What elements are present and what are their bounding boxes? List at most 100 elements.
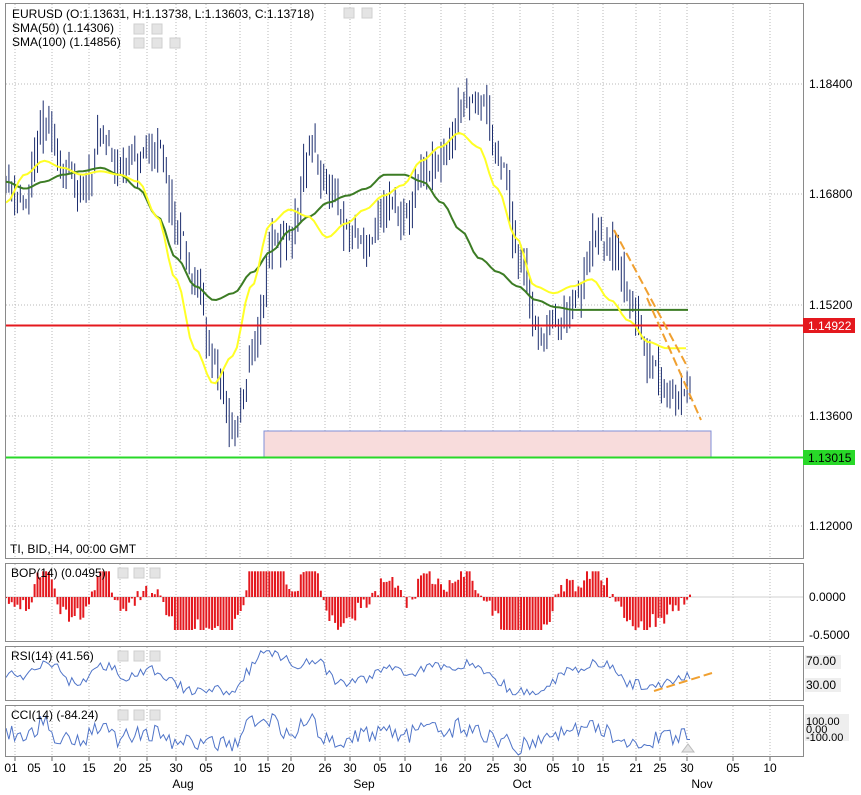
bop-bar: [480, 595, 483, 597]
bop-bar: [288, 589, 291, 597]
bop-bar: [79, 597, 82, 620]
bop-bar: [611, 594, 614, 597]
eurusd-settings-icon[interactable]: [343, 7, 355, 19]
bop-bar: [85, 597, 88, 607]
bop-bar: [182, 597, 185, 630]
sma50-close-icon[interactable]: [151, 23, 163, 35]
rsi-close-icon[interactable]: [149, 650, 161, 662]
bop-bar: [391, 577, 394, 597]
bop-bar: [139, 597, 142, 601]
bop-bar: [245, 590, 248, 597]
bop-bar: [597, 571, 600, 597]
bop-bar: [568, 580, 571, 597]
bop-visible-icon[interactable]: [117, 567, 129, 579]
bop-bar: [228, 597, 231, 630]
eurusd-close-icon[interactable]: [361, 7, 373, 19]
bop-bar: [591, 571, 594, 597]
bop-bar: [394, 587, 397, 597]
bop-bar: [285, 584, 288, 597]
bop-bar: [686, 597, 689, 600]
bop-bar: [142, 591, 145, 597]
sma100-settings-icon[interactable]: [151, 37, 163, 49]
bop-bar: [663, 597, 666, 624]
bop-bar: [25, 597, 27, 611]
bop-bar: [22, 597, 25, 601]
bop-bar: [517, 597, 520, 630]
bop-bar: [669, 597, 671, 605]
indicator-controls[interactable]: [133, 7, 373, 49]
sma50-settings-icon[interactable]: [133, 23, 145, 35]
bop-bar: [162, 597, 165, 602]
bop-bar: [534, 597, 537, 630]
bop-close-icon[interactable]: [149, 567, 161, 579]
bop-bar: [262, 571, 265, 597]
bop-bar: [39, 577, 42, 597]
bop-bar: [674, 597, 677, 606]
cci-tick: 0.00: [806, 724, 827, 736]
bop-bar: [606, 577, 608, 597]
bop-bar: [153, 594, 156, 597]
bop-bar: [511, 597, 514, 630]
cci-settings-icon[interactable]: [133, 709, 145, 721]
bop-bar: [482, 597, 485, 601]
month-label: Oct: [513, 777, 532, 791]
bop-bar: [125, 597, 128, 612]
bop-bar: [648, 597, 651, 628]
price-tick: 1.12000: [809, 519, 853, 533]
main-header-line-2: SMA(50) (1.14306): [12, 21, 114, 35]
cci-tick-box: [805, 714, 849, 741]
bop-bar: [50, 579, 53, 597]
bop-bar: [53, 588, 56, 597]
bop-bar: [222, 597, 225, 630]
bop-bar: [113, 597, 116, 600]
bop-bar: [448, 580, 451, 597]
bop-controls[interactable]: [117, 567, 161, 579]
bop-bar: [462, 576, 465, 597]
bop-bar: [334, 597, 337, 623]
bop-bar: [617, 597, 620, 602]
sma100-close-icon[interactable]: [169, 37, 181, 49]
bop-bar: [248, 571, 251, 597]
bop-bar: [42, 571, 45, 597]
bop-bar: [603, 585, 606, 597]
bop-bar: [342, 597, 345, 624]
bop-bar: [88, 597, 90, 605]
cci-controls[interactable]: [117, 709, 161, 721]
bop-bar: [116, 597, 119, 601]
bop-bar: [130, 597, 133, 599]
bop-bar: [385, 581, 388, 597]
bop-bar: [354, 597, 357, 621]
bop-bar: [586, 571, 588, 597]
day-label: 21: [629, 761, 643, 775]
bop-bar: [268, 571, 271, 597]
rsi-controls[interactable]: [117, 650, 161, 662]
rsi-settings-icon[interactable]: [133, 650, 145, 662]
day-label: 05: [726, 761, 740, 775]
bop-bar: [528, 597, 531, 630]
bop-bar: [525, 597, 528, 630]
bop-bar: [545, 597, 548, 625]
day-label: 30: [169, 761, 183, 775]
sma100-visible-icon[interactable]: [133, 37, 145, 49]
bop-bar: [640, 597, 643, 622]
cci-tick: 100.00: [806, 716, 840, 728]
cci-close-icon[interactable]: [149, 709, 161, 721]
bop-bar: [500, 597, 503, 630]
bop-bar: [594, 571, 597, 597]
bop-bar: [677, 597, 680, 611]
month-label: Nov: [691, 777, 712, 791]
bop-bar: [122, 597, 125, 609]
cci-visible-icon[interactable]: [117, 709, 129, 721]
bop-bar: [265, 571, 268, 597]
resistance-price-tag: [803, 318, 855, 333]
rsi-visible-icon[interactable]: [117, 650, 129, 662]
bop-bar: [242, 597, 245, 606]
bop-bar: [331, 597, 334, 616]
bop-bar: [202, 597, 205, 630]
bop-bar: [583, 580, 586, 597]
bop-bar: [296, 590, 299, 597]
bop-bar: [16, 597, 19, 605]
bop-bar: [531, 597, 534, 630]
time-axis: 01 05 10 15 20 25 30 05 10 15 20 26 30 05 10 16 20 25 30 05…: [4, 757, 777, 791]
bop-settings-icon[interactable]: [133, 567, 145, 579]
